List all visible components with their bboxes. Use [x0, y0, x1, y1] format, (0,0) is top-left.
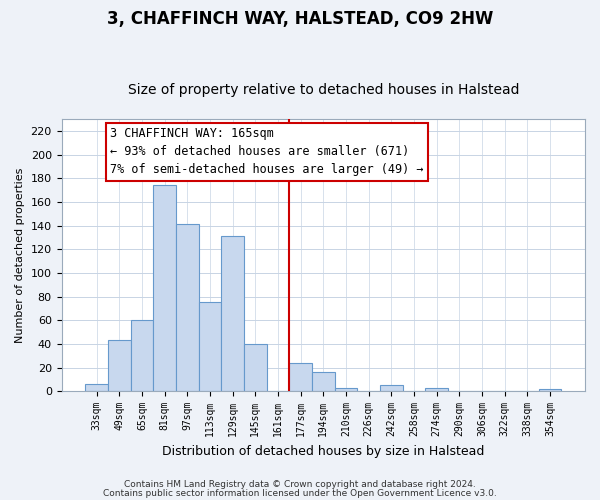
Text: Contains public sector information licensed under the Open Government Licence v3: Contains public sector information licen… — [103, 488, 497, 498]
Text: 3 CHAFFINCH WAY: 165sqm
← 93% of detached houses are smaller (671)
7% of semi-de: 3 CHAFFINCH WAY: 165sqm ← 93% of detache… — [110, 128, 424, 176]
Y-axis label: Number of detached properties: Number of detached properties — [15, 168, 25, 343]
Bar — [108, 340, 131, 391]
Bar — [85, 384, 108, 391]
Bar — [312, 372, 335, 391]
X-axis label: Distribution of detached houses by size in Halstead: Distribution of detached houses by size … — [162, 444, 484, 458]
Bar — [131, 320, 154, 391]
Text: Contains HM Land Registry data © Crown copyright and database right 2024.: Contains HM Land Registry data © Crown c… — [124, 480, 476, 489]
Bar — [539, 389, 561, 391]
Bar — [199, 302, 221, 391]
Bar — [154, 186, 176, 391]
Title: Size of property relative to detached houses in Halstead: Size of property relative to detached ho… — [128, 83, 519, 97]
Bar — [221, 236, 244, 391]
Bar — [289, 363, 312, 391]
Text: 3, CHAFFINCH WAY, HALSTEAD, CO9 2HW: 3, CHAFFINCH WAY, HALSTEAD, CO9 2HW — [107, 10, 493, 28]
Bar — [244, 344, 266, 391]
Bar — [425, 388, 448, 391]
Bar — [380, 386, 403, 391]
Bar — [335, 388, 357, 391]
Bar — [176, 224, 199, 391]
